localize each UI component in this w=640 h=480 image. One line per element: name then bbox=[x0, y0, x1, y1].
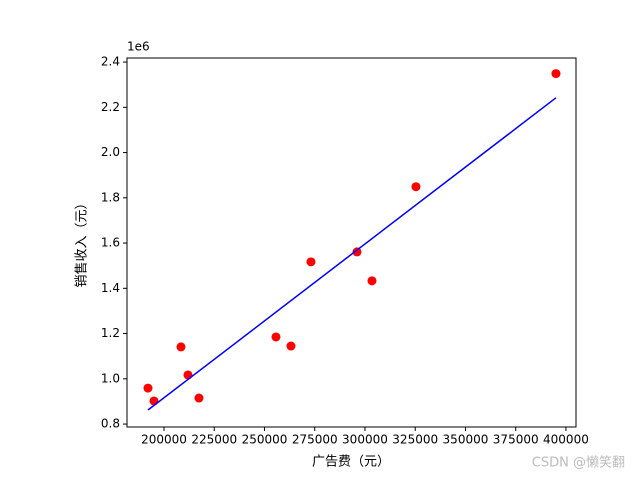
x-tick-label: 225000 bbox=[191, 433, 237, 447]
x-tick-label: 400000 bbox=[543, 433, 589, 447]
point bbox=[176, 342, 186, 352]
x-axis-title: 广告费（元） bbox=[312, 455, 390, 470]
y-tick-label: 1.8 bbox=[101, 190, 120, 204]
point bbox=[367, 276, 377, 286]
x-tick-label: 275000 bbox=[292, 433, 338, 447]
x-tick-label: 350000 bbox=[443, 433, 489, 447]
point bbox=[149, 396, 159, 406]
point bbox=[411, 182, 421, 192]
x-tick-label: 325000 bbox=[392, 433, 438, 447]
x-tick-label: 300000 bbox=[342, 433, 388, 447]
y-tick-label: 0.8 bbox=[101, 417, 120, 431]
y-tick-label: 2.0 bbox=[101, 145, 120, 159]
point bbox=[306, 257, 316, 267]
offset-text: 1e6 bbox=[127, 40, 150, 54]
plot-frame bbox=[126, 57, 577, 428]
point bbox=[271, 332, 281, 342]
y-axis-title: 销售收入（元） bbox=[74, 196, 90, 287]
point bbox=[194, 393, 204, 403]
y-tick-label: 2.4 bbox=[101, 55, 120, 69]
x-tick-label: 375000 bbox=[493, 433, 539, 447]
point bbox=[183, 370, 193, 380]
x-tick-label: 250000 bbox=[242, 433, 288, 447]
watermark: CSDN @懒笑翻 bbox=[532, 455, 625, 471]
point bbox=[352, 247, 362, 257]
y-tick-label: 1.4 bbox=[101, 281, 120, 295]
point bbox=[143, 383, 153, 393]
y-tick-label: 1.6 bbox=[101, 236, 120, 250]
point bbox=[286, 341, 296, 351]
y-tick-label: 1.0 bbox=[101, 371, 120, 385]
regression-line bbox=[147, 97, 557, 411]
point bbox=[551, 69, 561, 79]
y-tick-label: 1.2 bbox=[101, 326, 120, 340]
x-tick-label: 200000 bbox=[141, 433, 187, 447]
y-tick-label: 2.2 bbox=[101, 100, 120, 114]
